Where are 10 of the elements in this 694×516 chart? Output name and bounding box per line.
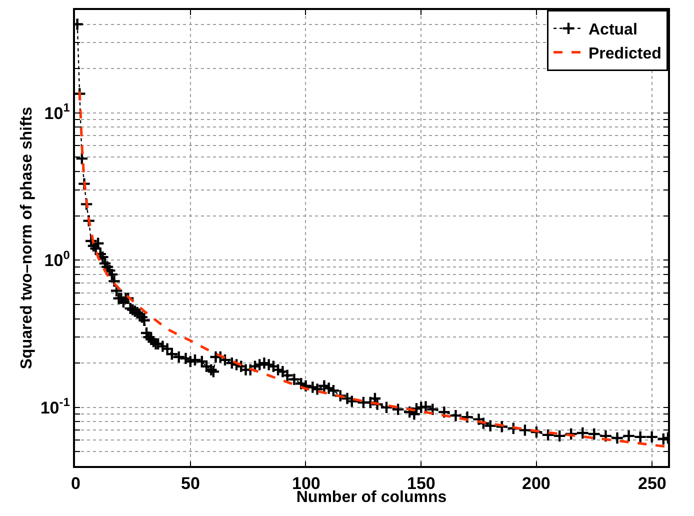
y-tick-label: 10$^{-1}$ — [40, 395, 70, 418]
x-tick-label: 0 — [71, 474, 80, 493]
x-tick-label: 200 — [522, 474, 550, 493]
x-tick-label: 250 — [638, 474, 666, 493]
legend-label: Actual — [588, 22, 638, 39]
x-tick-label: 50 — [181, 474, 200, 493]
y-axis-title: Squared two–norm of phase shifts — [18, 106, 36, 370]
y-tick-label: 10$^{0}$ — [44, 248, 70, 270]
y-tick-label: 10$^{1}$ — [44, 100, 70, 123]
legend-label: Predicted — [588, 45, 662, 62]
